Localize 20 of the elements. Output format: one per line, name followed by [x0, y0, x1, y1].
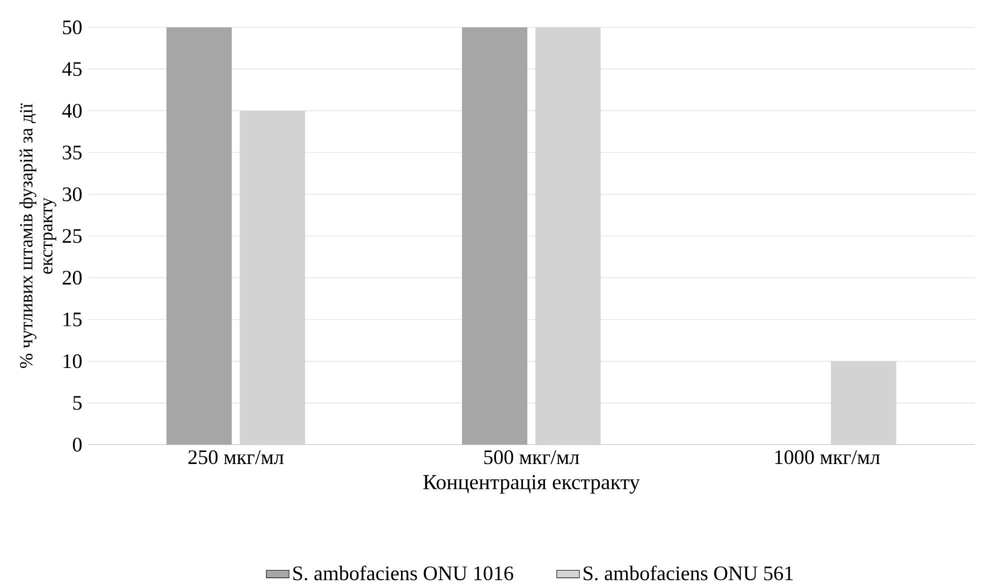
y-tick-label: 5 [73, 396, 82, 410]
y-tick-label: 35 [62, 146, 82, 160]
y-tick-label: 40 [62, 104, 82, 118]
y-tick-label: 20 [62, 270, 82, 285]
x-tick-label: 500 мкг/мл [484, 450, 580, 464]
y-axis-title: % чутливих штамів фузарій за дії екстракту [19, 103, 56, 368]
y-tick-label: 0 [72, 438, 82, 452]
bar [462, 27, 528, 445]
x-tick-label: 1000 мкг/мл [775, 450, 880, 464]
y-tick-label: 10 [64, 354, 82, 368]
legend-label: S. ambofaciens ONU 1016 [293, 566, 514, 580]
y-tick-label: 25 [62, 229, 82, 243]
y-tick-label: 50 [63, 20, 82, 34]
y-tick-label: 15 [64, 312, 82, 326]
bar [166, 27, 232, 445]
x-axis-title: Концентрація екстракту [423, 475, 640, 494]
y-tick-label: 30 [62, 187, 82, 202]
y-tick-label: 45 [62, 62, 82, 76]
x-tick-label: 250 мкг/мл [188, 450, 284, 464]
legend-label: S. ambofaciens ONU 561 [584, 566, 793, 580]
